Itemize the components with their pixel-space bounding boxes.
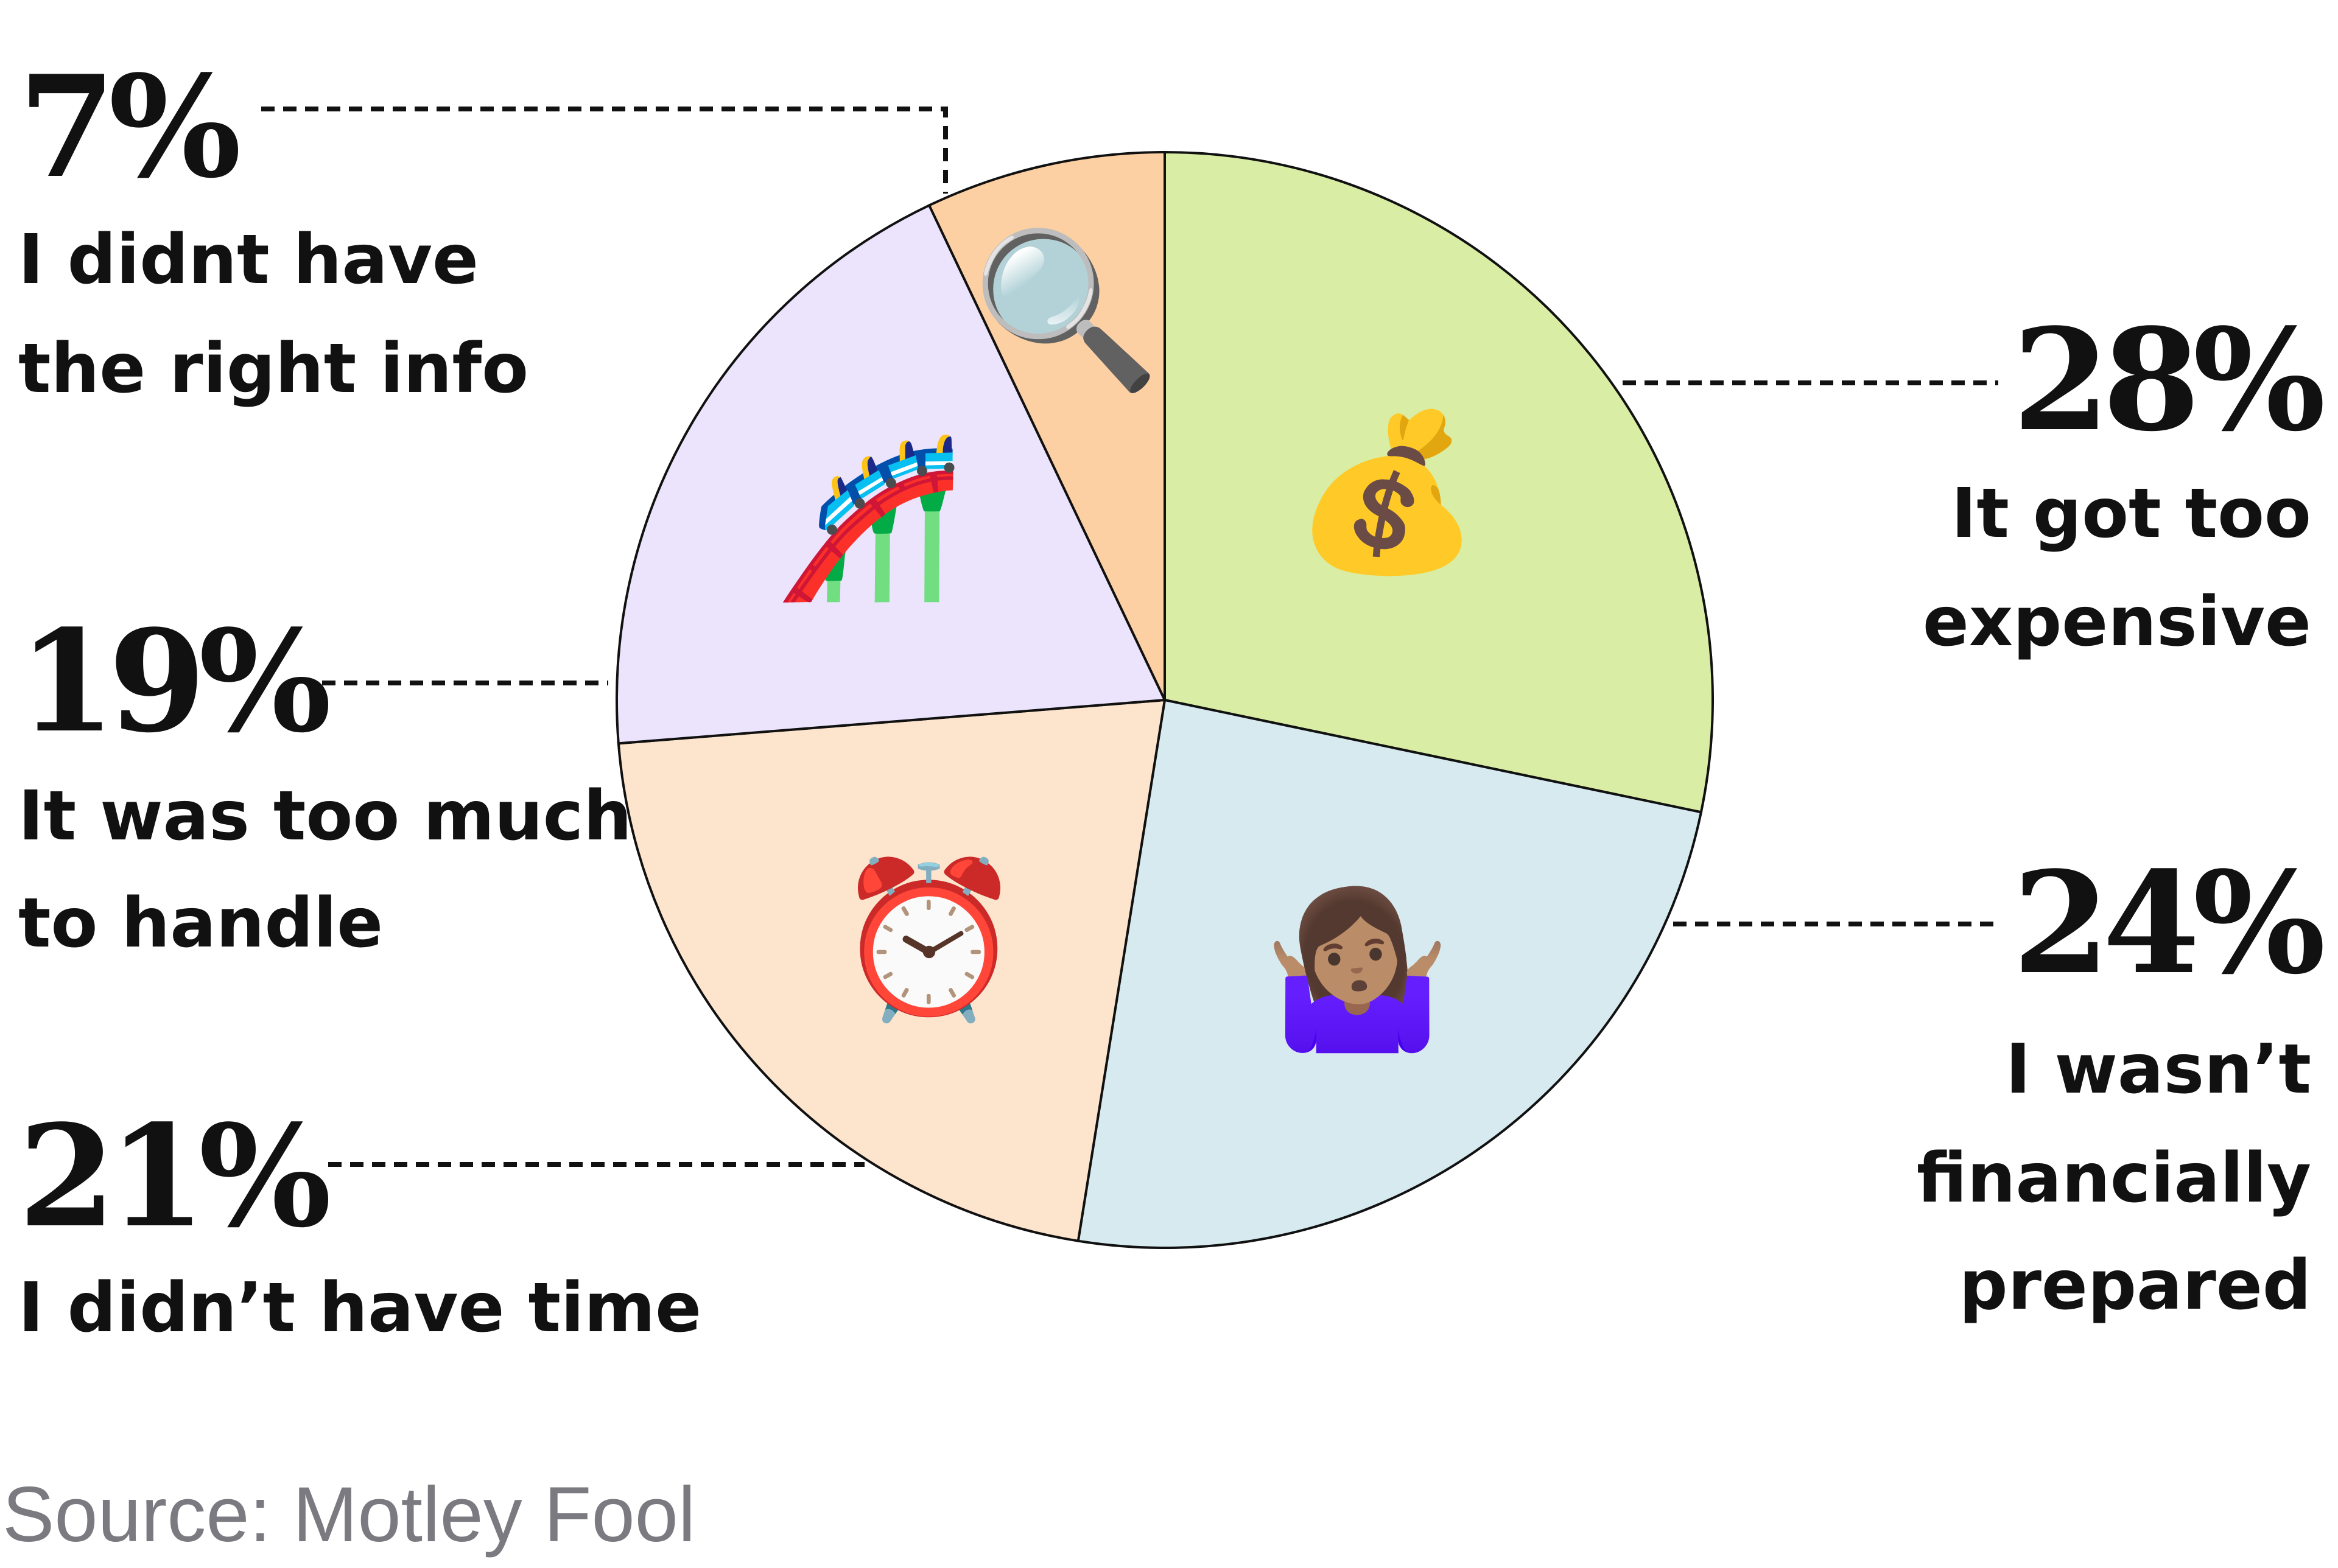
pie-slices xyxy=(616,150,1714,1249)
pie-slice-7 xyxy=(927,150,1166,701)
slice-icons: 💰 🤷🏽‍♀️ ⏰ 🎢🔍 xyxy=(774,215,1481,1058)
slice-label-21-line1: I didn’t have time xyxy=(18,1269,701,1348)
slice-label-24-line1: I wasn’t xyxy=(2006,1030,2311,1109)
data-label-28: 28% xyxy=(2012,298,2322,463)
roller-coaster-icon: 🎢 xyxy=(774,429,964,606)
slice-label-19-line2: to handle xyxy=(18,884,383,963)
slice-label-19-line1: It was too much xyxy=(18,777,632,856)
pie-slice-28 xyxy=(1164,150,1714,814)
source-note: Source: Motley Fool xyxy=(2,1471,695,1558)
data-label-7: 7% xyxy=(18,45,238,209)
pie-slice-24 xyxy=(1076,698,1703,1249)
magnifying-glass-icon: 🔍 xyxy=(971,215,1160,399)
slice-label-24-line3: prepared xyxy=(1959,1246,2311,1325)
person-shrugging-icon: 🤷🏽‍♀️ xyxy=(1262,874,1452,1058)
data-label-24: 24% xyxy=(2012,841,2322,1006)
slice-label-7-line2: the right info xyxy=(18,329,528,408)
slice-label-28-line1: It got too xyxy=(1951,474,2311,553)
pie-slice-19 xyxy=(616,203,1167,745)
alarm-clock-icon: ⏰ xyxy=(834,849,1023,1028)
data-label-19: 19% xyxy=(18,600,328,764)
slice-label-28-line2: expensive xyxy=(1923,583,2311,662)
slice-label-24-line2: financially xyxy=(1917,1139,2311,1218)
leader-line-7 xyxy=(261,107,948,194)
slice-label-7-line1: I didnt have xyxy=(18,220,479,299)
pie-slice-21 xyxy=(617,698,1167,1242)
data-label-21: 21% xyxy=(18,1094,328,1259)
money-bag-icon: 💰 xyxy=(1292,404,1481,583)
